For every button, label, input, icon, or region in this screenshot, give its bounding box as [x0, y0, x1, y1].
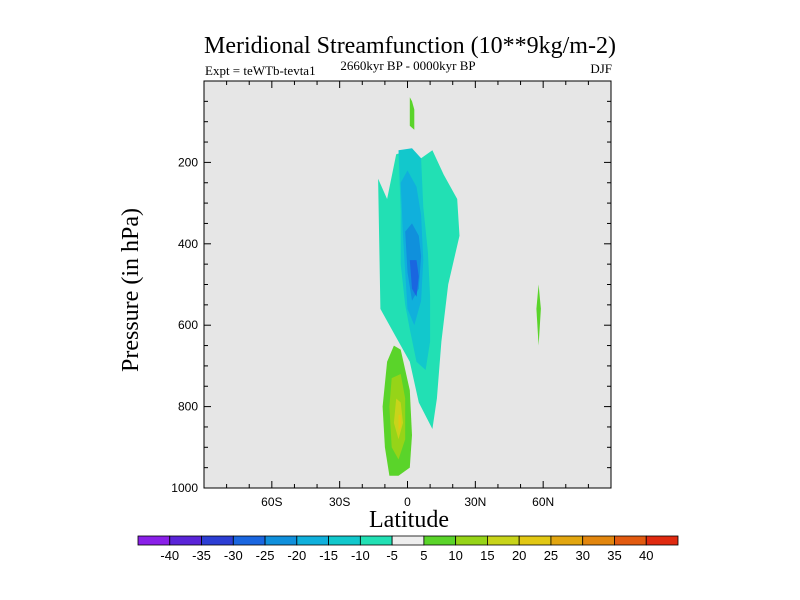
colorbar-label: -5 [386, 548, 398, 563]
y-axis-label: Pressure (in hPa) [118, 208, 144, 372]
colorbar-swatch [614, 535, 647, 546]
colorbar-label: -25 [256, 548, 275, 563]
colorbar-label: -10 [351, 548, 370, 563]
colorbar-swatch [359, 535, 393, 546]
x-tick-label: 0 [404, 495, 411, 509]
x-tick-label: 60N [532, 495, 554, 509]
lower-positive-cell [393, 398, 403, 440]
colorbar-swatch [582, 535, 615, 546]
colorbar-label: 25 [544, 548, 558, 563]
colorbar-label: -20 [287, 548, 306, 563]
y-tick-label: 200 [178, 155, 198, 169]
colorbar-label: -15 [319, 548, 338, 563]
colorbar-swatch [423, 535, 457, 546]
colorbar-label: -30 [224, 548, 243, 563]
upper-tongue [409, 97, 415, 130]
y-tick-label: 800 [178, 400, 198, 414]
colorbar-swatch [264, 535, 298, 546]
colorbar-swatch [550, 535, 584, 546]
colorbar-swatch [169, 535, 202, 546]
x-tick-label: 60S [261, 495, 282, 509]
upper-negative-cell [409, 260, 419, 297]
period-label: 2660kyr BP - 0000kyr BP [340, 58, 475, 73]
chart-title: Meridional Streamfunction (10**9kg/m-2) [204, 33, 616, 59]
colorbar-label: 5 [420, 548, 427, 563]
northern-patch [536, 284, 541, 346]
experiment-label: Expt = teWTb-tevta1 [205, 63, 316, 78]
colorbar-swatch [328, 535, 361, 546]
colorbar-label: 40 [639, 548, 653, 563]
colorbar: -40 -35 -30 -25 -20 -15 -10 -5 5 10 15 20 25 30 35 40 [137, 535, 679, 563]
colorbar-label: 20 [512, 548, 526, 563]
x-tick-label: 30N [464, 495, 486, 509]
lower-positive-cell [398, 414, 401, 431]
y-tick-label: 1000 [171, 481, 198, 495]
colorbar-label: 15 [480, 548, 494, 563]
colorbar-swatch [296, 535, 329, 546]
season-label: DJF [590, 61, 612, 76]
y-tick-label: 600 [178, 318, 198, 332]
colorbar-swatch [137, 535, 171, 546]
colorbar-swatch [201, 535, 234, 546]
colorbar-label: 10 [448, 548, 462, 563]
colorbar-label: 35 [607, 548, 621, 563]
colorbar-swatch [645, 535, 679, 546]
contour-regions [378, 97, 541, 476]
colorbar-label: -35 [192, 548, 211, 563]
x-axis-label: Latitude [369, 507, 449, 533]
colorbar-swatch [518, 535, 552, 546]
y-tick-label: 400 [178, 237, 198, 251]
axis-ticks: 60S 30S 0 30N 60N 200 400 600 800 1000 [171, 81, 611, 509]
colorbar-swatch [232, 535, 266, 546]
x-tick-label: 30S [329, 495, 350, 509]
colorbar-swatch [455, 535, 488, 546]
colorbar-label: -40 [160, 548, 179, 563]
colorbar-swatch [391, 535, 425, 546]
colorbar-swatch [487, 535, 520, 546]
colorbar-label: 30 [575, 548, 589, 563]
